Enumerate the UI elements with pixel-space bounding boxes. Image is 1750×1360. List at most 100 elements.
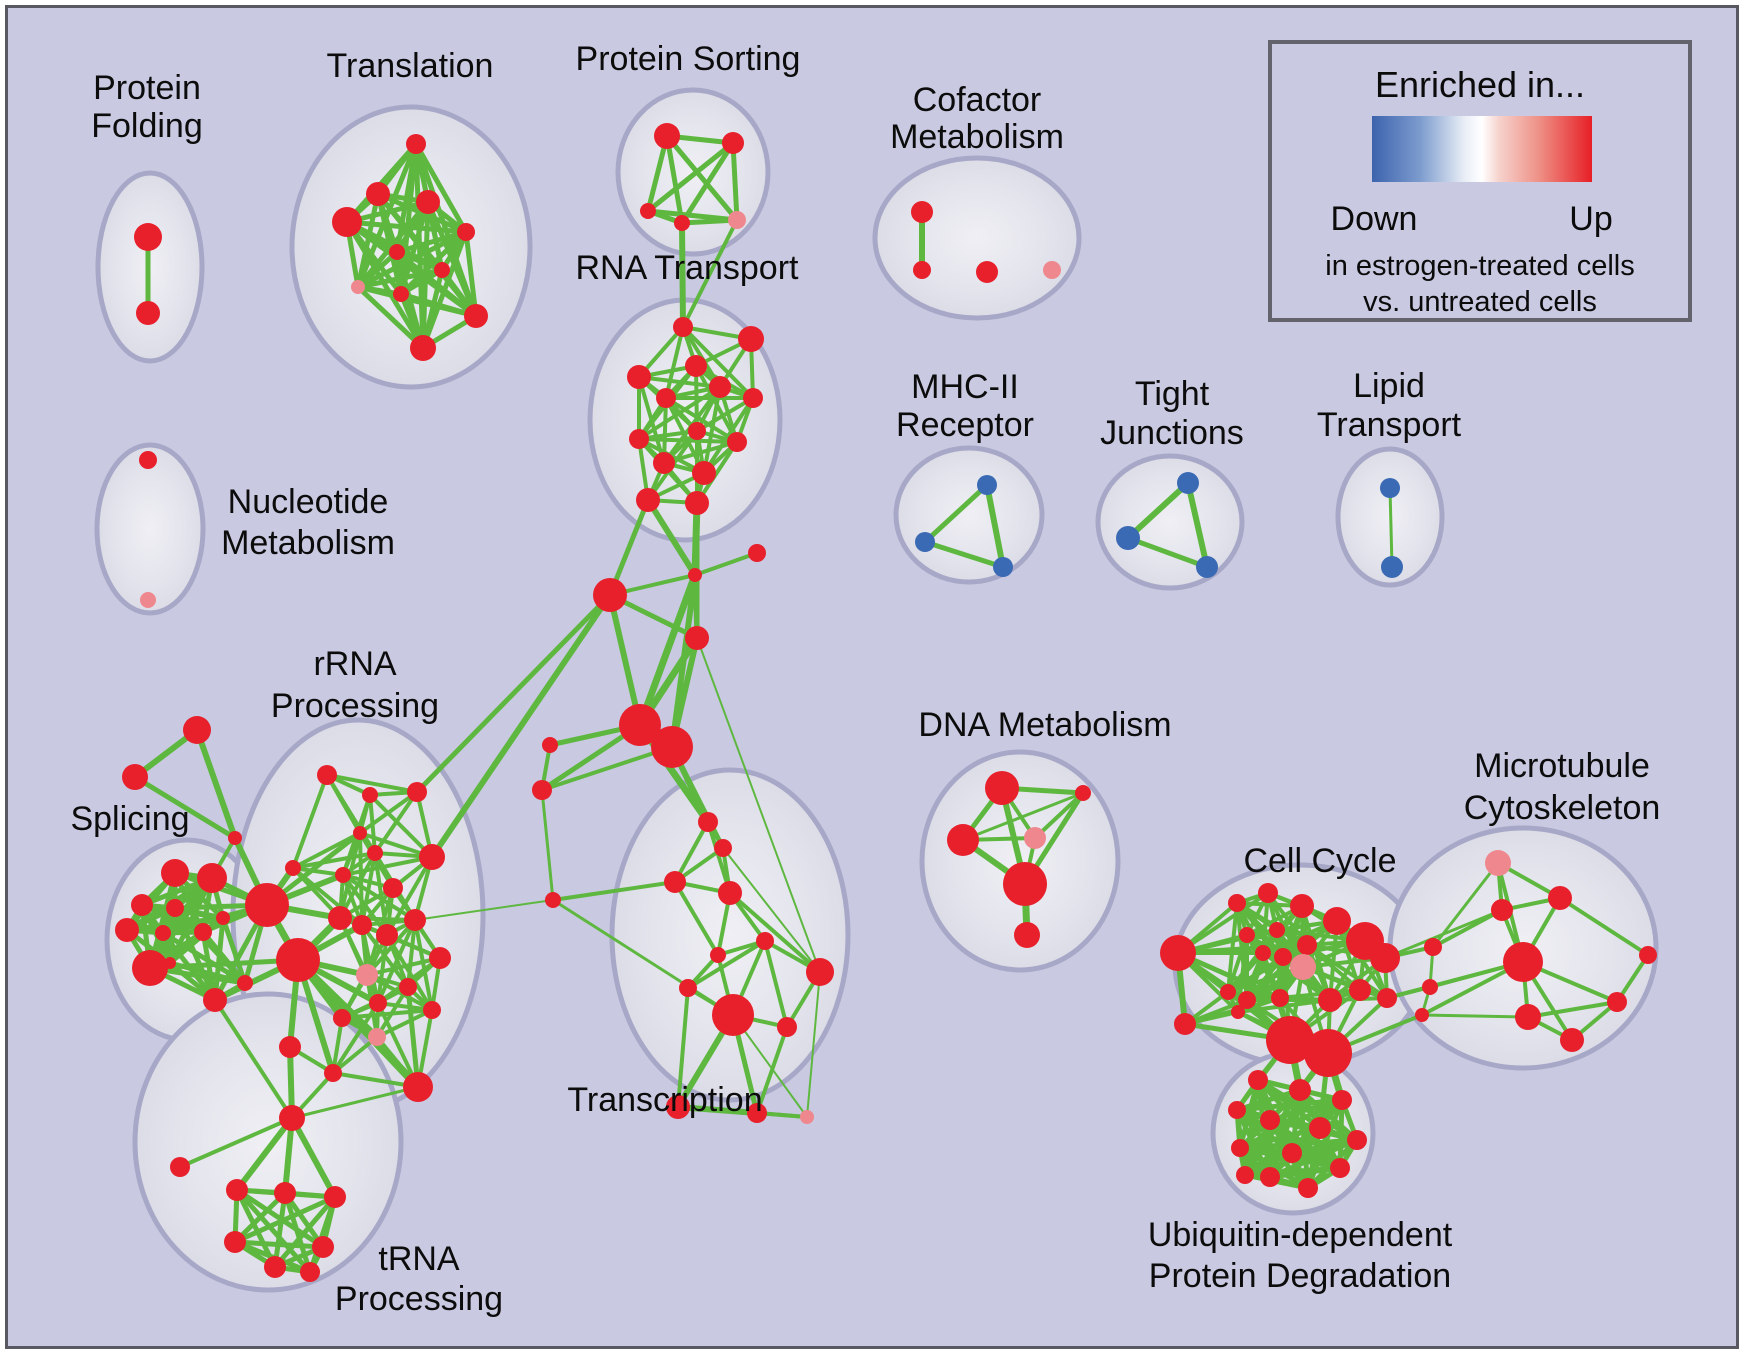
edge-cellcycle [1305, 943, 1389, 1000]
node-backbone [748, 544, 766, 562]
legend-down-label: Down [1330, 200, 1418, 238]
edge-link [1431, 861, 1500, 949]
node-translation [366, 182, 390, 206]
node-ubiquitin [1260, 1110, 1280, 1130]
edge-dna [961, 791, 1085, 842]
edge-cellcycle [1226, 933, 1249, 994]
node-bridge [1415, 1008, 1429, 1022]
edge-rrna [365, 918, 417, 977]
node-protein-folding [134, 223, 162, 251]
node-rna-transport [685, 355, 707, 377]
cluster-ellipse-nucleotide [94, 442, 206, 616]
legend-subtitle-line1: in estrogen-treated cells [1325, 250, 1635, 282]
node-cellcycle [1349, 979, 1371, 1001]
edge-rrna [376, 933, 389, 1005]
edge-transcription [686, 939, 767, 990]
edge-rrna [291, 773, 329, 870]
node-backbone [545, 892, 561, 908]
node-rrna [324, 1064, 342, 1082]
edge-trna [272, 1190, 288, 1270]
edge-trna [282, 1190, 326, 1250]
node-splicing [115, 918, 139, 942]
node-translation [410, 335, 436, 361]
edge-translation [355, 284, 426, 351]
edge-link [551, 898, 735, 1017]
edge-backbone [540, 788, 555, 902]
cluster-label-translation: Translation [327, 47, 494, 85]
edge-link [414, 592, 613, 795]
node-tight [1177, 472, 1199, 494]
edge-link [696, 637, 821, 973]
edge-backbone [607, 592, 643, 728]
node-splicing [166, 899, 184, 917]
node-backbone [685, 626, 709, 650]
edge-rrna [376, 918, 417, 1005]
node-cellcycle [1239, 927, 1255, 943]
edge-translation [355, 267, 445, 290]
edge-link [290, 1085, 420, 1120]
node-cellcycle [1290, 954, 1316, 980]
cluster-label-lipid: Lipid [1353, 367, 1425, 405]
node-ubiquitin [1248, 1070, 1268, 1090]
node-ubiquitin [1260, 1167, 1280, 1187]
node-transcription [698, 812, 718, 832]
node-protein-sorting [728, 211, 746, 229]
cluster-label-mhc: MHC-II [911, 368, 1019, 406]
node-rrna [404, 909, 426, 931]
edge-rrna [373, 790, 419, 855]
node-transcription [756, 932, 774, 950]
edge-ubiquitin [1267, 1165, 1343, 1180]
node-cellcycle [1228, 894, 1246, 912]
edge-rrna [376, 1001, 420, 1089]
node-trna [264, 1256, 286, 1278]
node-ubiquitin [1347, 1130, 1367, 1150]
node-translation [393, 286, 409, 302]
node-splicing [216, 911, 230, 925]
node-microtubule [1560, 1028, 1584, 1052]
node-splicing [155, 925, 171, 941]
node-cellcycle [1274, 948, 1292, 966]
legend: Enriched in... Down Up in estrogen-treat… [1268, 40, 1692, 322]
node-splicing-triangle [183, 716, 211, 744]
edge-link [294, 956, 422, 1091]
node-ubiquitin [1332, 1090, 1352, 1110]
edge-trna [282, 1190, 313, 1275]
edge-transcription [728, 891, 822, 974]
node-trna [324, 1186, 346, 1208]
cluster-label-trna: Processing [335, 1280, 503, 1318]
edge-rna-transport [695, 440, 739, 505]
cluster-ellipse-cofactor [872, 155, 1082, 321]
node-cofactor [1043, 261, 1061, 279]
node-rrna [407, 782, 427, 802]
node-backbone [593, 578, 627, 612]
node-rrna [356, 964, 378, 986]
cluster-label-splicing: Splicing [70, 800, 189, 838]
node-microtubule [1548, 886, 1572, 910]
node-translation [351, 280, 365, 294]
node-transcription [712, 994, 754, 1036]
cluster-label-trna: tRNA [378, 1240, 460, 1278]
cluster-label-microtubule: Microtubule [1474, 747, 1650, 785]
edge-rrna [325, 773, 419, 794]
edge-mhc [922, 482, 990, 545]
node-splicing [161, 859, 189, 887]
edge-rrna [406, 918, 417, 989]
node-protein-sorting [654, 123, 680, 149]
cluster-label-ubiquitin: Protein Degradation [1149, 1257, 1451, 1295]
edge-backbone [693, 551, 759, 577]
edge-splicing [167, 915, 226, 966]
edge-backbone [636, 571, 699, 729]
edge-protein-sorting [679, 217, 740, 226]
edge-protein-sorting [664, 133, 685, 226]
edge-splicing-triangle [194, 727, 238, 841]
edge-transcription [763, 939, 789, 1029]
cluster-label-tight: Tight [1135, 375, 1210, 413]
node-rrna [367, 845, 383, 861]
node-protein-folding [136, 301, 160, 325]
node-rna-transport [653, 452, 675, 474]
node-transcription [666, 1095, 690, 1119]
node-cellcycle [1290, 894, 1314, 918]
edge-tight [1125, 480, 1191, 541]
node-transcription [806, 958, 834, 986]
